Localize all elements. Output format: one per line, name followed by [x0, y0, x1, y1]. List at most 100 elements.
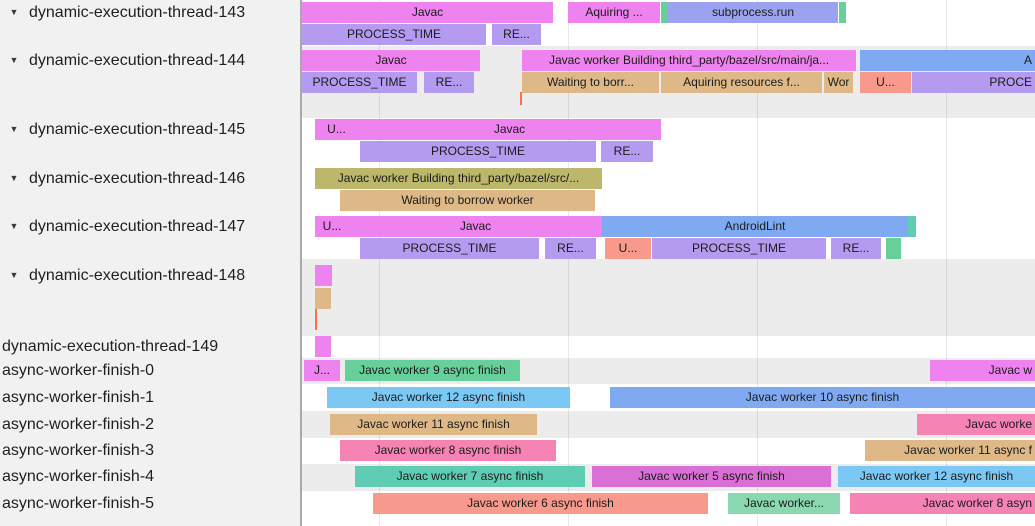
trace-event-bar[interactable]: Javac — [349, 216, 602, 237]
trace-event-label: U... — [618, 241, 638, 255]
trace-event-bar[interactable]: Javac worker 6 async finish — [373, 493, 708, 514]
trace-event-label: Javac worker 10 async finish — [745, 390, 900, 404]
trace-event-bar[interactable]: PROCESS_TIME — [302, 72, 417, 93]
expander-icon[interactable]: ▼ — [9, 173, 19, 183]
trace-event-bar[interactable]: RE... — [601, 141, 653, 162]
instant-event-marker[interactable] — [520, 92, 522, 105]
trace-event-bar[interactable]: Javac worker 11 async finish — [330, 414, 537, 435]
trace-event-bar[interactable]: Javac worker Building third_party/bazel/… — [315, 168, 602, 189]
track-label: async-worker-finish-1 — [2, 389, 155, 406]
trace-event-bar[interactable]: PROCESS_TIME — [360, 141, 596, 162]
trace-event-label: Javac w — [988, 363, 1032, 377]
expander-icon[interactable]: ▼ — [9, 7, 19, 17]
trace-event-label: Javac — [493, 122, 526, 136]
track-dynamic-execution-thread-148[interactable]: ▼ dynamic-execution-thread-148 — [8, 265, 246, 286]
trace-event-bar[interactable]: Waiting to borr... — [522, 72, 659, 93]
trace-event-label: Javac worker 6 async finish — [467, 496, 614, 510]
trace-event-label: Javac — [375, 53, 407, 67]
trace-event-label: Wor — [827, 75, 850, 89]
time-gridline — [757, 0, 758, 526]
trace-event-bar[interactable]: Javac worker Building third_party/bazel/… — [522, 50, 856, 71]
track-dynamic-execution-thread-146[interactable]: ▼ dynamic-execution-thread-146 — [8, 168, 246, 189]
trace-event-bar[interactable]: A — [860, 50, 1035, 71]
trace-event-bar[interactable]: Waiting to borrow worker — [340, 190, 595, 211]
trace-event-bar[interactable]: PROCESS_TIME — [302, 24, 486, 45]
trace-event-bar[interactable]: U... — [315, 216, 349, 237]
trace-event-bar[interactable]: Javac worker 11 async f — [865, 440, 1035, 461]
trace-event-bar[interactable] — [908, 216, 916, 237]
track-label: dynamic-execution-thread-146 — [29, 170, 246, 187]
trace-event-label: Javac worker Building third_party/bazel/… — [548, 53, 830, 67]
expander-icon[interactable]: ▼ — [9, 124, 19, 134]
time-gridline — [379, 0, 380, 526]
row-stripe — [302, 336, 1035, 358]
trace-event-label: PROCESS_TIME — [402, 241, 497, 255]
track-dynamic-execution-thread-143[interactable]: ▼ dynamic-execution-thread-143 — [8, 2, 246, 23]
track-dynamic-execution-thread-147[interactable]: ▼ dynamic-execution-thread-147 — [8, 216, 246, 237]
track-label: dynamic-execution-thread-143 — [29, 4, 246, 21]
track-async-worker-finish-0: async-worker-finish-0 — [2, 360, 154, 381]
trace-event-bar[interactable]: U... — [860, 72, 911, 93]
track-dynamic-execution-thread-144[interactable]: ▼ dynamic-execution-thread-144 — [8, 50, 246, 71]
trace-event-bar[interactable]: U... — [315, 119, 358, 140]
expander-icon[interactable]: ▼ — [9, 270, 19, 280]
expander-icon[interactable]: ▼ — [9, 221, 19, 231]
expander-icon[interactable]: ▼ — [9, 55, 19, 65]
trace-event-bar[interactable]: subprocess.run — [668, 2, 838, 23]
trace-event-bar[interactable]: Javac worker... — [728, 493, 840, 514]
trace-event-bar[interactable]: Javac worker 12 async finish — [838, 466, 1035, 487]
time-gridline — [946, 0, 947, 526]
trace-event-label: RE... — [435, 75, 463, 89]
trace-event-bar[interactable]: RE... — [492, 24, 541, 45]
trace-event-bar[interactable]: Javac — [302, 50, 480, 71]
trace-event-label: Javac worker 8 asyn — [922, 496, 1032, 510]
trace-event-label: A — [1023, 53, 1032, 67]
trace-event-bar[interactable]: Javac — [358, 119, 661, 140]
trace-event-bar[interactable]: Javac worker 12 async finish — [327, 387, 570, 408]
trace-event-bar[interactable] — [886, 238, 901, 259]
trace-event-label: U... — [876, 75, 895, 89]
track-label: dynamic-execution-thread-145 — [29, 121, 246, 138]
trace-event-bar[interactable]: Javac worke — [917, 414, 1035, 435]
trace-event-bar[interactable] — [315, 265, 332, 286]
trace-event-label: RE... — [503, 27, 530, 41]
trace-event-bar[interactable]: RE... — [545, 238, 596, 259]
trace-event-label: Javac worker 9 async finish — [359, 363, 506, 377]
trace-event-bar[interactable]: U... — [605, 238, 651, 259]
trace-event-bar[interactable] — [661, 2, 668, 23]
track-label: dynamic-execution-thread-149 — [2, 338, 219, 355]
trace-event-bar[interactable]: RE... — [424, 72, 474, 93]
trace-event-bar[interactable]: Javac worker 5 async finish — [592, 466, 831, 487]
trace-event-bar[interactable] — [315, 336, 331, 357]
trace-event-bar[interactable]: Javac worker 8 asyn — [850, 493, 1035, 514]
trace-event-bar[interactable]: PROCE — [912, 72, 1035, 93]
trace-event-label: Javac worker 5 async finish — [638, 469, 785, 483]
trace-event-label: PROCE — [989, 75, 1032, 89]
track-async-worker-finish-3: async-worker-finish-3 — [2, 440, 154, 461]
trace-event-bar[interactable]: Javac worker 10 async finish — [610, 387, 1035, 408]
trace-event-bar[interactable]: J... — [304, 360, 340, 381]
trace-event-bar[interactable]: Javac w — [930, 360, 1035, 381]
track-dynamic-execution-thread-145[interactable]: ▼ dynamic-execution-thread-145 — [8, 119, 246, 140]
trace-event-bar[interactable]: Aquiring resources f... — [661, 72, 822, 93]
trace-event-bar[interactable]: Aquiring ... — [568, 2, 660, 23]
trace-event-bar[interactable]: RE... — [831, 238, 881, 259]
trace-event-bar[interactable]: Javac worker 9 async finish — [345, 360, 520, 381]
trace-event-bar[interactable]: Javac worker 8 async finish — [340, 440, 556, 461]
trace-event-bar[interactable]: PROCESS_TIME — [652, 238, 826, 259]
trace-event-label: Javac — [459, 219, 492, 233]
trace-event-bar[interactable] — [315, 288, 331, 309]
trace-event-bar[interactable]: Javac worker 7 async finish — [355, 466, 585, 487]
instant-event-marker[interactable] — [315, 309, 317, 330]
trace-event-label: RE... — [557, 241, 584, 255]
trace-event-bar[interactable]: AndroidLint — [602, 216, 908, 237]
track-label: dynamic-execution-thread-147 — [29, 218, 246, 235]
trace-event-label: subprocess.run — [711, 5, 795, 19]
trace-event-bar[interactable]: PROCESS_TIME — [360, 238, 539, 259]
trace-event-label: Javac — [411, 5, 444, 19]
trace-event-bar[interactable]: Javac — [302, 2, 553, 23]
trace-event-bar[interactable]: Wor — [824, 72, 853, 93]
trace-event-bar[interactable] — [839, 2, 846, 23]
